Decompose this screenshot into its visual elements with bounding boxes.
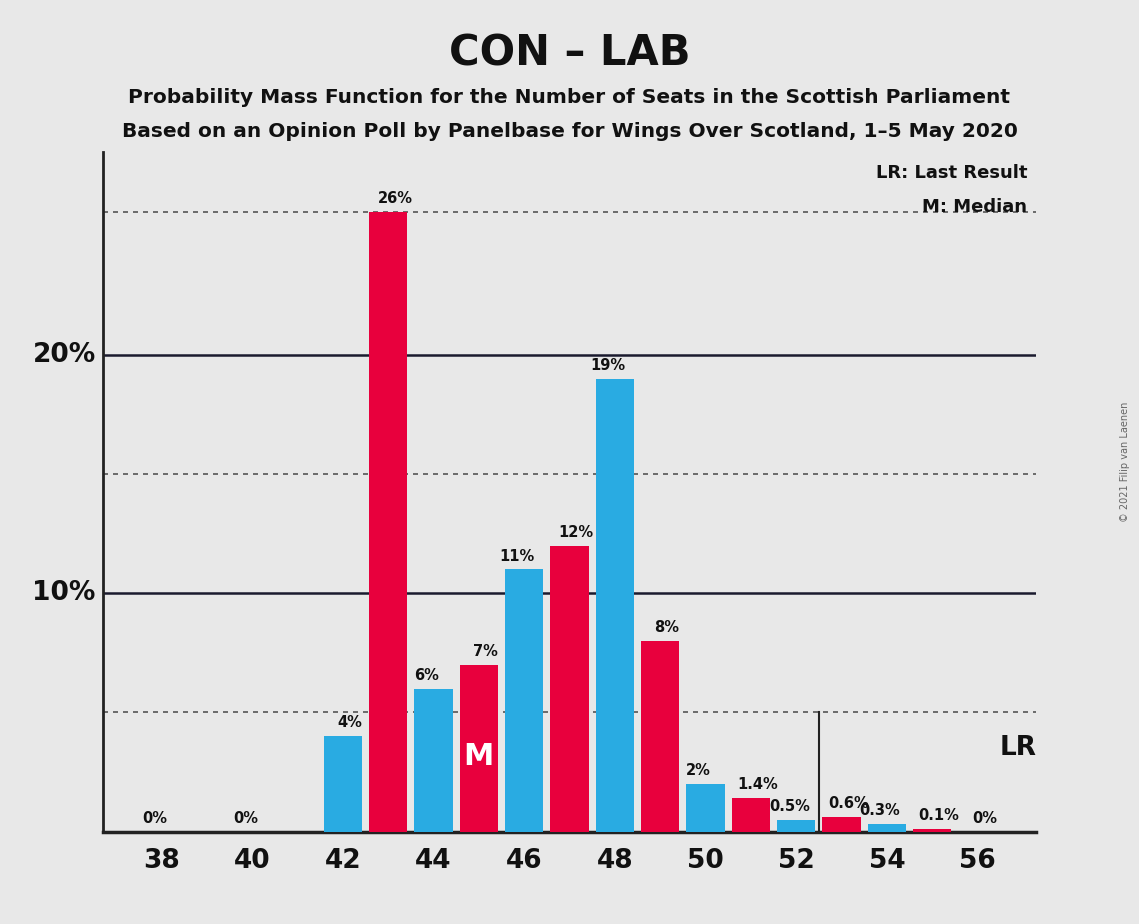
Text: M: M	[464, 742, 494, 771]
Bar	[687, 784, 724, 832]
Bar	[641, 641, 680, 832]
Text: © 2021 Filip van Laenen: © 2021 Filip van Laenen	[1121, 402, 1130, 522]
Text: 26%: 26%	[377, 191, 412, 206]
Text: 12%: 12%	[559, 525, 593, 540]
Text: 0%: 0%	[972, 810, 997, 826]
Text: 7%: 7%	[473, 644, 498, 659]
Text: 0.6%: 0.6%	[828, 796, 869, 811]
Text: 1.4%: 1.4%	[737, 777, 778, 792]
Text: Based on an Opinion Poll by Panelbase for Wings Over Scotland, 1–5 May 2020: Based on an Opinion Poll by Panelbase fo…	[122, 122, 1017, 141]
Bar	[731, 798, 770, 832]
Text: 19%: 19%	[590, 358, 625, 373]
Text: 11%: 11%	[500, 549, 535, 564]
Text: 2%: 2%	[687, 763, 711, 778]
Text: 0.5%: 0.5%	[769, 798, 810, 814]
Bar	[323, 736, 362, 832]
Text: 0%: 0%	[142, 810, 167, 826]
Text: CON – LAB: CON – LAB	[449, 32, 690, 74]
Bar	[415, 688, 453, 832]
Text: 4%: 4%	[337, 715, 362, 730]
Text: 6%: 6%	[415, 668, 440, 683]
Text: M: Median: M: Median	[923, 198, 1027, 215]
Bar	[868, 824, 907, 832]
Text: 0.3%: 0.3%	[860, 804, 901, 819]
Text: Probability Mass Function for the Number of Seats in the Scottish Parliament: Probability Mass Function for the Number…	[129, 88, 1010, 107]
Bar	[596, 379, 634, 832]
Text: 8%: 8%	[655, 620, 680, 635]
Bar	[777, 820, 816, 832]
Bar	[913, 829, 951, 832]
Text: LR: LR	[1000, 736, 1036, 761]
Text: 10%: 10%	[32, 580, 96, 606]
Bar	[505, 569, 543, 832]
Text: LR: Last Result: LR: Last Result	[876, 164, 1027, 182]
Text: 0.1%: 0.1%	[918, 808, 959, 823]
Bar	[459, 664, 498, 832]
Bar	[550, 546, 589, 832]
Bar	[822, 818, 861, 832]
Text: 0%: 0%	[232, 810, 257, 826]
Bar	[369, 212, 408, 832]
Text: 20%: 20%	[32, 342, 96, 368]
